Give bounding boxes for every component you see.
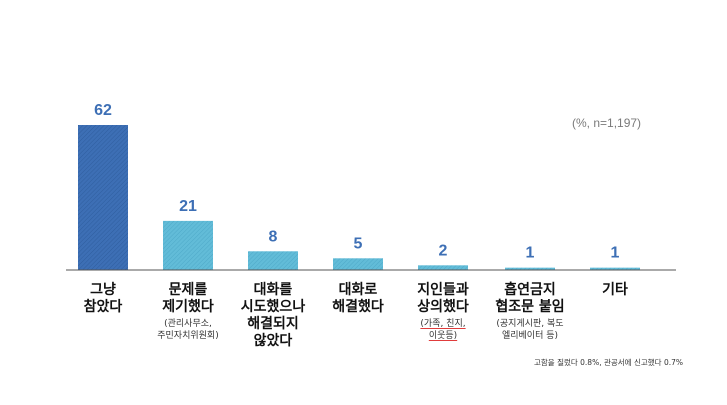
category-6: 흡연금지 협조문 붙임 (공지게시판, 복도 엘리베이터 등): [482, 282, 578, 342]
category-label: 그냥 참았다: [83, 282, 123, 315]
footnote: 고함을 질렀다 0.8%, 관공서에 신고했다 0.7%: [533, 358, 683, 367]
category-4: 대화로 해결했다: [310, 282, 406, 316]
category-sublabel: (관리사무소, 주민자치위원회): [157, 319, 219, 341]
bar-6: [505, 267, 555, 270]
category-1: 그냥 참았다: [55, 282, 151, 316]
value-label-5: 2: [439, 242, 448, 259]
bar-2: [163, 220, 213, 270]
category-label: 대화를 시도했으나 해결되지 않았다: [240, 282, 306, 349]
category-label: 지인들과 상의했다: [417, 282, 469, 315]
bar-1: [78, 125, 128, 270]
category-label: 대화로 해결했다: [332, 282, 384, 315]
value-label-6: 1: [526, 245, 535, 262]
unit-note: (%, n=1,197): [572, 116, 642, 130]
category-7: 기타: [567, 282, 663, 299]
category-3: 대화를 시도했으나 해결되지 않았다: [225, 282, 321, 350]
category-sublabel: (공지게시판, 복도 엘리베이터 등): [496, 319, 564, 341]
value-label-3: 8: [269, 228, 278, 245]
value-label-2: 21: [179, 198, 197, 215]
category-5: 지인들과 상의했다 (가족, 친지, 이웃등): [395, 282, 491, 342]
category-label: 기타: [602, 282, 628, 298]
value-label-4: 5: [354, 235, 363, 252]
bar-7: [590, 267, 640, 270]
bar-4: [333, 258, 383, 270]
value-label-1: 62: [94, 102, 112, 119]
category-2: 문제를 제기했다 (관리사무소, 주민자치위원회): [140, 282, 236, 342]
bar-5: [418, 265, 468, 270]
bar-3: [248, 251, 298, 270]
value-label-7: 1: [611, 245, 620, 262]
category-label: 흡연금지 협조문 붙임: [495, 282, 565, 315]
category-label: 문제를 제기했다: [162, 282, 214, 315]
category-sublabel: (가족, 친지, 이웃등): [420, 319, 466, 341]
